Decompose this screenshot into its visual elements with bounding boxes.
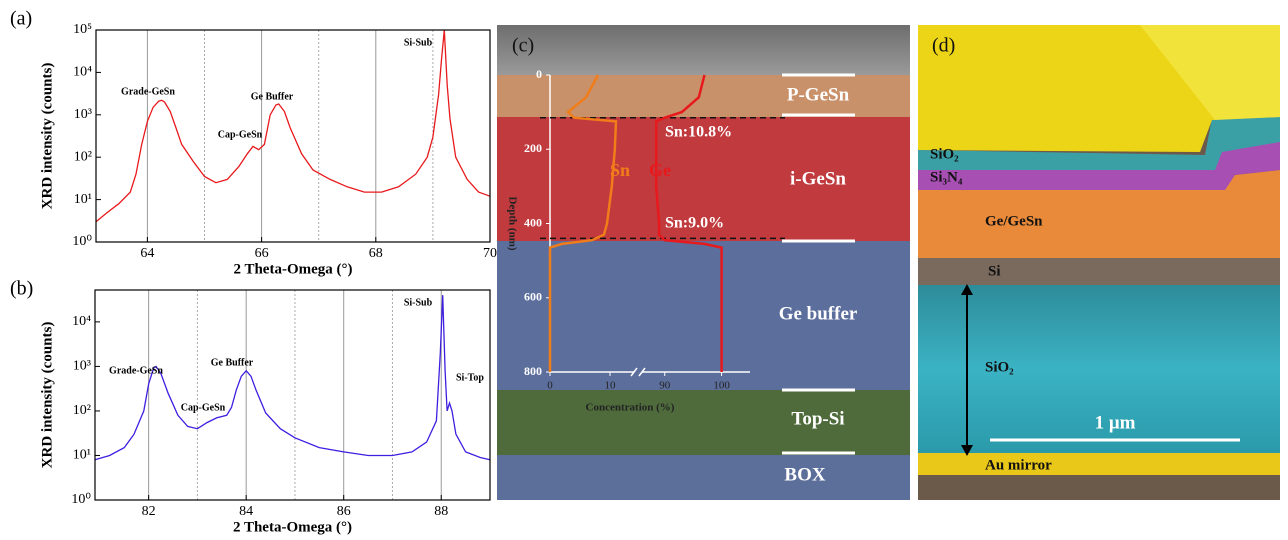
panel-label: (d) <box>932 35 955 57</box>
x-tick-label: 84 <box>239 504 253 519</box>
y-tick-label: 10¹ <box>74 192 92 207</box>
y-tick-label: 400 <box>524 215 542 229</box>
panel-label: (a) <box>10 8 32 30</box>
peak-label: Si-Top <box>456 372 484 383</box>
peak-label: Si-Sub <box>404 297 433 308</box>
profile-curve <box>548 74 618 372</box>
y-tick-label: 10⁰ <box>72 234 92 249</box>
x-tick-label: 64 <box>140 246 154 261</box>
x-axis-label: 2 Theta-Omega (°) <box>233 261 352 277</box>
peak-label: Cap-GeSn <box>218 129 263 140</box>
layer-label: BOX <box>784 464 825 485</box>
y-tick-label: 10¹ <box>73 448 91 463</box>
layer-label: i-GeSn <box>790 168 846 189</box>
plot-frame <box>94 289 491 501</box>
plot-frame <box>95 29 491 243</box>
y-tick-label: 600 <box>524 290 542 304</box>
y-tick-label: 10³ <box>73 359 91 374</box>
x-tick-label: 100 <box>713 380 730 392</box>
layer-label: SiO₂ <box>985 359 1014 375</box>
panel-label: (b) <box>10 278 33 300</box>
x-tick-label: 66 <box>255 246 269 261</box>
y-tick-label: 0 <box>536 67 542 81</box>
composition-label: Sn:9.0% <box>665 215 724 232</box>
peak-label: Grade-GeSn <box>109 365 163 376</box>
y-axis-label: XRD intensity (counts) <box>39 322 55 469</box>
y-tick-label: 10⁵ <box>73 22 92 37</box>
panel-label: (c) <box>512 35 534 57</box>
x-axis-label: Concentration (%) <box>586 402 675 414</box>
y-tick-label: 10² <box>73 403 91 418</box>
layer-label: Ge/GeSn <box>985 213 1043 229</box>
y-tick-label: 10⁴ <box>73 65 92 80</box>
composition-label: Sn:10.8% <box>665 124 732 141</box>
layer-label: Si₃N₄ <box>930 169 963 185</box>
layer-label: SiO₂ <box>930 146 959 162</box>
peak-label: Ge Buffer <box>251 91 294 102</box>
y-tick-label: 200 <box>524 141 542 155</box>
y-axis-label: XRD intensity (counts) <box>39 63 55 210</box>
x-tick-label: 82 <box>142 504 156 519</box>
peak-label: Si-Sub <box>404 37 433 48</box>
x-tick-label: 0 <box>547 380 553 392</box>
layer-label: Si <box>988 263 1001 279</box>
x-tick-label: 88 <box>434 504 448 519</box>
peak-label: Grade-GeSn <box>121 86 175 97</box>
xrd-curve <box>95 29 491 223</box>
sem-image-c <box>497 25 910 500</box>
x-tick-label: 90 <box>659 380 671 392</box>
layer-label: Ge buffer <box>779 303 858 324</box>
x-tick-label: 10 <box>605 380 617 392</box>
peak-label: Cap-GeSn <box>181 402 226 413</box>
y-tick-label: 800 <box>524 364 542 378</box>
layer-label: Au mirror <box>985 457 1052 473</box>
series-label: Ge <box>649 160 671 180</box>
x-tick-label: 70 <box>483 246 497 261</box>
x-tick-label: 68 <box>369 246 383 261</box>
scale-bar-label: 1 μm <box>1095 412 1136 433</box>
xrd-curve <box>94 295 491 461</box>
layer-label: P-GeSn <box>787 84 850 105</box>
x-tick-label: 86 <box>337 504 351 519</box>
y-axis-label: Depth (nm) <box>506 196 518 250</box>
sem-image-d <box>918 25 1280 500</box>
y-tick-label: 10⁴ <box>72 314 91 329</box>
series-label: Sn <box>610 160 630 180</box>
y-tick-label: 10² <box>74 149 92 164</box>
peak-label: Ge Buffer <box>211 357 254 368</box>
x-axis-label: 2 Theta-Omega (°) <box>233 519 352 535</box>
layer-label: Top-Si <box>791 408 844 429</box>
y-tick-label: 10³ <box>74 107 92 122</box>
profile-curve <box>654 74 723 372</box>
y-tick-label: 10⁰ <box>71 492 91 507</box>
axis-break <box>630 367 646 377</box>
